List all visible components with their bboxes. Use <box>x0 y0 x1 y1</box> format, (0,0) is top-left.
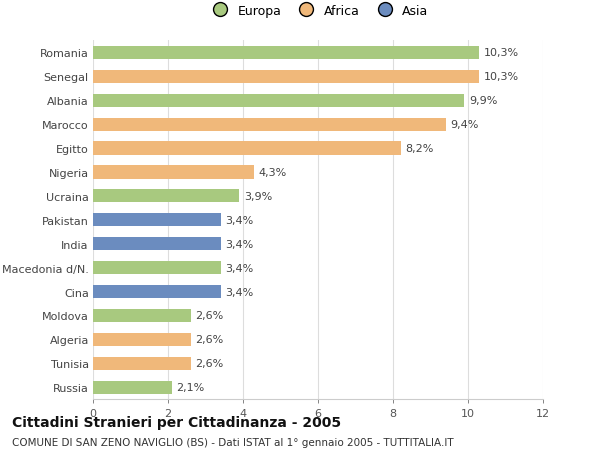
Bar <box>93 238 221 251</box>
Bar <box>93 190 239 203</box>
Bar <box>93 118 445 131</box>
Text: 3,4%: 3,4% <box>225 215 253 225</box>
Text: COMUNE DI SAN ZENO NAVIGLIO (BS) - Dati ISTAT al 1° gennaio 2005 - TUTTITALIA.IT: COMUNE DI SAN ZENO NAVIGLIO (BS) - Dati … <box>12 437 454 447</box>
Bar <box>93 166 254 179</box>
Text: 9,9%: 9,9% <box>469 96 497 106</box>
Bar <box>93 214 221 227</box>
Bar <box>93 95 464 107</box>
Bar <box>93 333 191 346</box>
Text: 8,2%: 8,2% <box>405 144 433 154</box>
Bar <box>93 262 221 274</box>
Text: 3,4%: 3,4% <box>225 239 253 249</box>
Text: Cittadini Stranieri per Cittadinanza - 2005: Cittadini Stranieri per Cittadinanza - 2… <box>12 415 341 429</box>
Text: 2,1%: 2,1% <box>176 382 205 392</box>
Bar <box>93 309 191 322</box>
Bar <box>93 142 401 155</box>
Bar <box>93 381 172 394</box>
Text: 4,3%: 4,3% <box>259 168 287 178</box>
Text: 3,4%: 3,4% <box>225 263 253 273</box>
Text: 2,6%: 2,6% <box>195 335 223 345</box>
Text: 2,6%: 2,6% <box>195 358 223 369</box>
Text: 3,4%: 3,4% <box>225 287 253 297</box>
Legend: Europa, Africa, Asia: Europa, Africa, Asia <box>204 1 432 22</box>
Bar <box>93 357 191 370</box>
Text: 2,6%: 2,6% <box>195 311 223 321</box>
Bar <box>93 71 479 84</box>
Text: 10,3%: 10,3% <box>484 48 519 58</box>
Text: 9,4%: 9,4% <box>450 120 478 130</box>
Text: 10,3%: 10,3% <box>484 72 519 82</box>
Bar <box>93 47 479 60</box>
Text: 3,9%: 3,9% <box>244 191 272 202</box>
Bar <box>93 285 221 298</box>
